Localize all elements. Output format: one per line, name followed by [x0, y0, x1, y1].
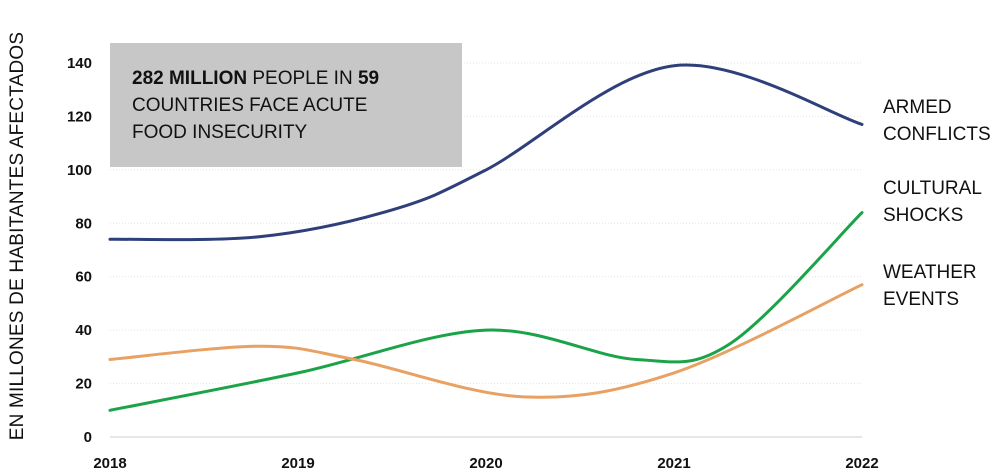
- annotation-highlight-countries: 59: [357, 68, 380, 89]
- x-tick-label-2022: 2022: [845, 455, 878, 472]
- y-tick-label-120: 120: [67, 108, 92, 125]
- y-tick-label-20: 20: [75, 376, 92, 393]
- y-tick-label-40: 40: [75, 322, 92, 339]
- legend-cultural-shocks: CULTURAL SHOCKS: [883, 178, 982, 226]
- annotation-text: PEOPLE IN: [247, 68, 358, 89]
- annotation-text-line2: COUNTRIES FACE ACUTE: [132, 95, 368, 116]
- series-line-cultural-shocks: [108, 211, 864, 412]
- x-tick-label-2019: 2019: [281, 455, 314, 472]
- y-tick-label-80: 80: [75, 215, 92, 232]
- annotation-highlight-count: 282 MILLION: [132, 68, 248, 89]
- y-tick-label-100: 100: [67, 162, 92, 179]
- legend-weather-events: WEATHER EVENTS: [883, 262, 977, 310]
- series-line-weather-events: [108, 283, 864, 399]
- series-line-armed-conflicts: [108, 63, 864, 242]
- x-tick-label-2021: 2021: [657, 455, 690, 472]
- legend-armed-conflicts: ARMED CONFLICTS: [883, 97, 991, 145]
- y-tick-label-140: 140: [67, 55, 92, 72]
- y-tick-label-0: 0: [84, 429, 92, 446]
- annotation-box: 282 MILLION PEOPLE IN 59 COUNTRIES FACE …: [110, 43, 462, 167]
- x-tick-label-2018: 2018: [93, 455, 126, 472]
- annotation-text-line3: FOOD INSECURITY: [132, 122, 308, 143]
- x-tick-label-2020: 2020: [469, 455, 502, 472]
- y-tick-label-60: 60: [75, 269, 92, 286]
